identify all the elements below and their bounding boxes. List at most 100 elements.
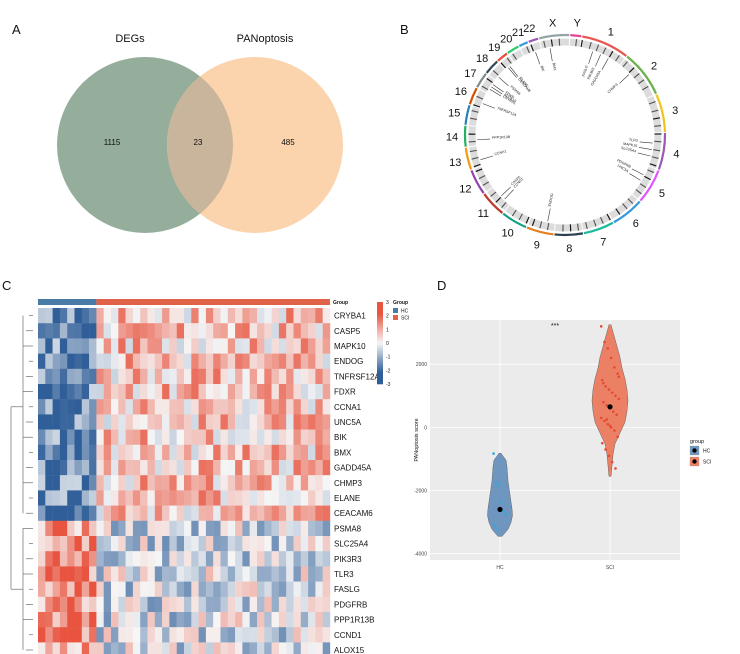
heatmap-cell: [205, 490, 214, 506]
heatmap-cell: [132, 429, 141, 445]
chromosome-ideogram: [500, 56, 514, 69]
heatmap-cell: [293, 566, 301, 582]
gene-tick: [601, 58, 609, 70]
venn-label-panoptosis: PANoptosis: [237, 33, 294, 45]
heatmap-cell: [125, 414, 134, 430]
colorbar-segment: [377, 302, 383, 305]
heatmap-cell: [315, 414, 323, 430]
heatmap-cell: [308, 505, 316, 521]
heatmap-cell: [235, 627, 243, 643]
violin-legend-dot: [692, 459, 697, 464]
heatmap-cell: [125, 566, 134, 582]
colorbar-segment: [377, 371, 383, 375]
heatmap-cell: [191, 581, 199, 597]
heatmap-cell: [96, 444, 104, 461]
heatmap-cell: [96, 308, 104, 324]
heatmap-cell: [67, 551, 75, 567]
group-legend-swatch-sci: [393, 315, 398, 320]
heatmap-cell: [249, 536, 258, 552]
heatmap-cell: [227, 429, 236, 445]
heatmap-cell: [125, 399, 134, 415]
ideogram-band: [481, 85, 489, 91]
heatmap-cell: [147, 399, 155, 415]
heatmap-cell: [74, 384, 82, 400]
heatmap-cell: [249, 323, 258, 339]
heatmap-cell: [184, 323, 192, 339]
heatmap-row-label: CHMP3: [334, 479, 363, 488]
heatmap-cell: [191, 323, 199, 339]
heatmap-cell: [235, 444, 243, 461]
heatmap-cell: [132, 308, 141, 324]
heatmap-cell: [52, 520, 61, 537]
heatmap-cell: [300, 490, 309, 506]
colorbar-segment: [377, 355, 383, 358]
heatmap-cell: [242, 323, 250, 339]
heatmap-cell: [293, 308, 301, 324]
heatmap-cell: [81, 520, 90, 537]
chromosome-outer-arc: [497, 52, 508, 62]
heatmap-cell: [74, 460, 82, 476]
heatmap-cell: [162, 384, 170, 400]
heatmap-cell: [154, 444, 163, 461]
heatmap-cell: [81, 414, 90, 430]
data-point: [604, 385, 607, 388]
heatmap-cell: [213, 612, 221, 628]
data-point: [602, 381, 605, 385]
heatmap-cell: [198, 490, 207, 506]
heatmap-cell: [293, 505, 301, 521]
heatmap-cell: [191, 520, 199, 537]
heatmap-cell: [45, 308, 53, 324]
heatmap-cell: [293, 323, 301, 339]
heatmap-cell: [213, 581, 221, 597]
heatmap-cell: [52, 444, 61, 461]
heatmap-cell: [140, 384, 148, 400]
gene-tick: [631, 168, 644, 176]
violin-plot: 2000 0 -2000 -4000 HC SCI PANoptosis score *** g…: [414, 320, 711, 571]
heatmap-cell: [286, 596, 294, 613]
colorbar-segment: [377, 310, 383, 313]
heatmap-cell: [213, 429, 221, 445]
heatmap-cell: [315, 399, 323, 415]
gene-tick: [477, 138, 491, 141]
heatmap-cell: [140, 566, 148, 582]
heatmap-cell: [96, 596, 104, 613]
heatmap-cell: [176, 627, 185, 643]
heatmap-cell: [242, 596, 250, 613]
heatmap-row-label: UNC5A: [334, 418, 362, 427]
heatmap-cell: [198, 581, 207, 597]
heatmap-cell: [59, 505, 68, 521]
heatmap-cell: [132, 627, 141, 643]
heatmap-cell: [264, 596, 272, 613]
heatmap-cell: [81, 536, 90, 552]
heatmap-cell: [59, 460, 68, 476]
heatmap-cell: [176, 505, 185, 521]
heatmap-cell: [169, 490, 177, 506]
heatmap-cell: [52, 642, 61, 654]
heatmap-cell: [125, 429, 134, 445]
heatmap-cell: [300, 460, 309, 476]
heatmap-cell: [67, 338, 75, 354]
heatmap-cell: [293, 596, 301, 613]
heatmap-cell: [322, 551, 331, 567]
heatmap-cell: [103, 414, 112, 430]
heatmap-cell: [249, 612, 258, 628]
heatmap-cell: [162, 490, 170, 506]
colorbar-segment: [377, 361, 383, 364]
heatmap-cell: [257, 384, 265, 400]
heatmap-cell: [257, 414, 265, 430]
heatmap-cell: [315, 551, 323, 567]
heatmap-cell: [96, 612, 104, 628]
heatmap-cell: [286, 490, 294, 506]
heatmap-cell: [271, 338, 280, 354]
heatmap-cell: [257, 475, 265, 491]
heatmap-cell: [191, 551, 199, 567]
heatmap-cell: [89, 444, 97, 461]
heatmap-cell: [74, 536, 82, 552]
heatmap-cell: [322, 429, 331, 445]
heatmap-cell: [198, 520, 207, 537]
gene-tick: [482, 103, 496, 109]
heatmap-row-label: SLC25A4: [334, 540, 369, 549]
heatmap-cell: [322, 505, 331, 521]
heatmap-cell: [103, 399, 112, 415]
heatmap-cell: [205, 429, 214, 445]
